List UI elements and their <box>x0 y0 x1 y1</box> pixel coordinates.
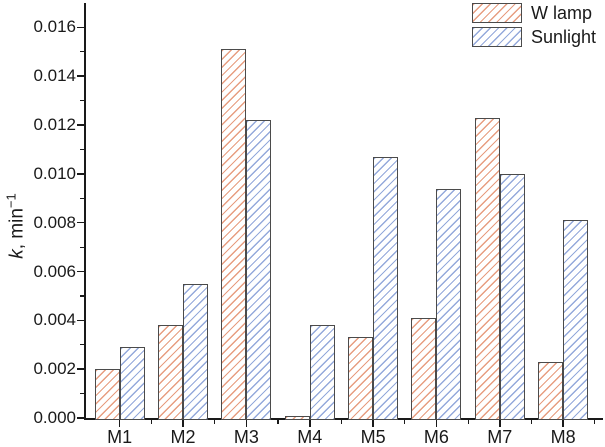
bar-w-lamp-M2 <box>158 325 184 420</box>
x-tick-label: M3 <box>233 427 259 447</box>
x-minor-tick <box>530 419 533 424</box>
x-tick-label: M5 <box>360 427 386 447</box>
x-minor-tick <box>277 419 279 424</box>
y-tick-label: 0.016 <box>33 17 76 37</box>
bar-w-lamp-M1 <box>94 369 120 420</box>
bar-w-lamp-M8 <box>538 361 564 420</box>
x-major-tick <box>182 419 184 427</box>
y-major-tick <box>77 417 84 419</box>
y-major-tick <box>77 270 84 273</box>
x-tick-label: M7 <box>487 427 513 447</box>
y-tick-label: 0.010 <box>33 163 76 183</box>
x-major-tick <box>499 419 501 427</box>
y-minor-tick <box>80 197 84 199</box>
legend-item-wlamp: W lamp <box>472 2 596 23</box>
y-minor-tick <box>80 246 84 248</box>
y-tick-label: 0.014 <box>33 66 76 86</box>
bar-w-lamp-M4 <box>284 415 310 420</box>
y-tick-label: 0.008 <box>33 212 76 232</box>
bar-sunlight-M6 <box>436 188 462 420</box>
bar-w-lamp-M5 <box>348 337 374 420</box>
x-minor-tick <box>340 419 342 424</box>
sunlight-legend-label: Sunlight <box>531 26 597 47</box>
y-axis-title-exponent: −1 <box>3 193 19 209</box>
x-axis-spine <box>84 418 603 420</box>
y-tick-label: 0.002 <box>33 359 76 379</box>
x-major-tick <box>435 419 438 427</box>
y-minor-tick <box>80 51 84 53</box>
bar-w-lamp-M6 <box>411 317 437 420</box>
bar-sunlight-M3 <box>246 120 272 420</box>
x-tick-label: M4 <box>297 427 323 447</box>
y-tick-label: 0.004 <box>33 310 76 330</box>
x-major-tick <box>562 419 564 427</box>
y-tick-label: 0.012 <box>33 115 76 135</box>
x-minor-tick <box>594 419 596 424</box>
bar-sunlight-M1 <box>119 347 145 420</box>
legend-item-sunlight: Sunlight <box>472 26 596 47</box>
legend: W lamp Sunlight <box>472 2 596 50</box>
bar-sunlight-M2 <box>183 283 209 420</box>
y-major-tick <box>77 173 84 175</box>
y-tick-label: 0.006 <box>33 261 76 281</box>
x-major-tick <box>245 419 248 427</box>
x-major-tick <box>308 419 311 427</box>
y-axis-spine <box>84 3 86 420</box>
bar-sunlight-M5 <box>373 156 399 420</box>
y-major-tick <box>77 368 84 370</box>
x-tick-label: M1 <box>107 427 133 447</box>
sunlight-legend-swatch <box>472 26 522 47</box>
x-minor-tick <box>467 419 469 424</box>
x-tick-label: M8 <box>550 427 576 447</box>
y-minor-tick <box>80 148 84 151</box>
y-major-tick <box>77 26 84 29</box>
y-axis-title-variable: k <box>6 249 28 259</box>
wlamp-legend-label: W lamp <box>531 2 593 23</box>
bar-sunlight-M4 <box>309 325 335 420</box>
y-minor-tick <box>80 100 84 102</box>
x-minor-tick <box>404 419 406 424</box>
y-minor-tick <box>80 344 84 346</box>
bar-sunlight-M8 <box>563 220 589 420</box>
x-minor-tick <box>150 419 152 424</box>
x-major-tick <box>118 419 121 427</box>
y-major-tick <box>77 319 84 322</box>
x-major-tick <box>372 419 374 427</box>
bar-w-lamp-M3 <box>221 49 247 420</box>
wlamp-legend-swatch <box>472 2 522 23</box>
y-minor-tick <box>80 392 84 395</box>
y-tick-label: 0.000 <box>33 408 76 427</box>
bar-w-lamp-M7 <box>474 117 500 420</box>
y-minor-tick <box>80 295 84 297</box>
x-minor-tick <box>214 419 216 424</box>
x-tick-label: M2 <box>170 427 196 447</box>
x-tick-label: M6 <box>423 427 449 447</box>
y-major-tick <box>77 75 84 78</box>
y-major-tick <box>77 221 84 224</box>
bar-sunlight-M7 <box>499 173 525 420</box>
y-major-tick <box>77 124 84 126</box>
